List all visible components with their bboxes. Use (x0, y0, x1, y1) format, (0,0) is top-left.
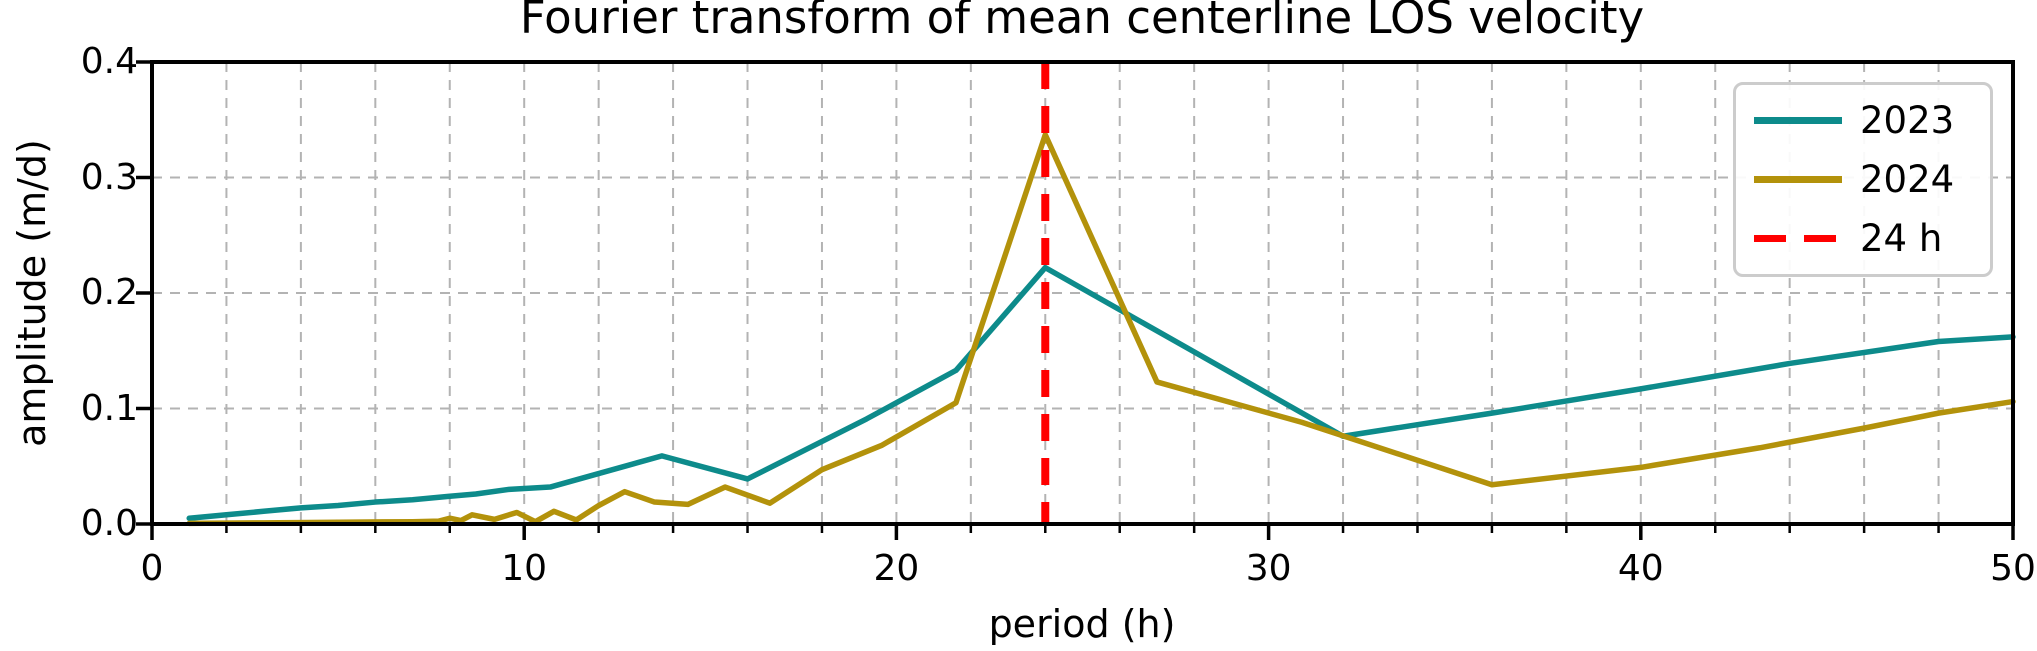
y-axis-label: amplitude (m/d) (10, 139, 54, 447)
legend-item-2023: 2023 (1736, 98, 1990, 142)
x-tick-label: 30 (1245, 548, 1292, 589)
legend-label: 2024 (1860, 157, 1955, 201)
x-axis-label: period (h) (988, 602, 1176, 646)
y-tick-label: 0.0 (80, 503, 138, 544)
x-tick-label: 0 (140, 548, 164, 589)
legend-label: 24 h (1860, 216, 1943, 260)
series-line-2024 (186, 132, 2016, 527)
legend: 2023 2024 24 h (1733, 82, 1993, 277)
x-tick-label: 50 (1990, 548, 2036, 589)
y-tick-label: 0.3 (80, 156, 138, 198)
legend-swatch-2023 (1754, 117, 1842, 124)
axes-spines (150, 60, 2015, 526)
y-tick-label: 0.2 (80, 272, 138, 313)
x-tick-label: 20 (873, 548, 920, 589)
legend-item-24h: 24 h (1736, 216, 1990, 260)
data-series (186, 132, 2016, 527)
y-tick-label: 0.1 (80, 387, 138, 429)
axis-ticks (136, 60, 2015, 540)
legend-swatch-24h (1754, 235, 1842, 242)
legend-swatch-2024 (1754, 176, 1842, 183)
chart-title: Fourier transform of mean centerline LOS… (519, 0, 1645, 44)
legend-label: 2023 (1860, 98, 1955, 142)
series-line-2023 (186, 264, 2016, 521)
y-tick-label: 0.4 (80, 41, 138, 82)
x-tick-label: 40 (1617, 548, 1664, 589)
x-tick-label: 10 (501, 548, 548, 589)
gridlines (152, 62, 2013, 524)
legend-item-2024: 2024 (1736, 157, 1990, 201)
